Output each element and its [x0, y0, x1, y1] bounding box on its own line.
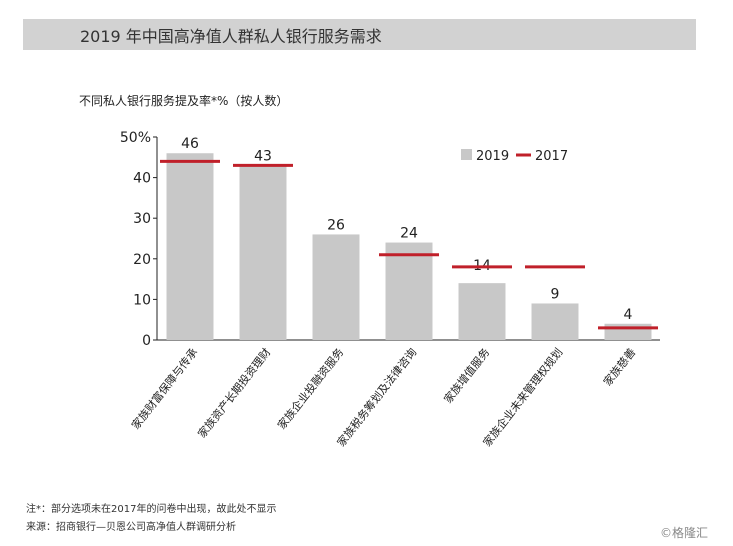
x-category-label: 家族企业投融资服务 — [274, 345, 346, 432]
bar-value-label: 43 — [254, 148, 272, 164]
x-category-label: 家族增值服务 — [441, 345, 493, 406]
chart-subtitle: 不同私人银行服务提及率*%（按人数） — [79, 94, 289, 108]
x-category-label: 家族财富保障与传承 — [128, 345, 200, 432]
bar-value-label: 26 — [327, 217, 345, 233]
title-bar: 2019 年中国高净值人群私人银行服务需求 — [23, 19, 696, 50]
bar-value-label: 46 — [181, 136, 199, 152]
y-tick-label: 0 — [142, 333, 151, 349]
bar-value-label: 24 — [400, 226, 418, 242]
bar-2019 — [531, 303, 579, 340]
source-note: 来源：招商银行—贝恩公司高净值人群调研分析 — [26, 522, 236, 533]
x-category-label: 家族慈善 — [600, 345, 638, 388]
bar-2019 — [239, 165, 287, 340]
bar-value-label: 9 — [551, 286, 560, 302]
bar-2019 — [458, 283, 506, 340]
chart-title: 2019 年中国高净值人群私人银行服务需求 — [80, 27, 382, 46]
legend-label-2019: 2019 — [476, 149, 509, 164]
footnote: 注*：部分选项未在2017年的问卷中出现，故此处不显示 — [26, 504, 277, 515]
legend-swatch-2019 — [461, 149, 472, 160]
watermark: ©格隆汇 — [660, 526, 709, 540]
x-category-label: 家族税务筹划及法律咨询 — [334, 345, 420, 449]
x-category-label: 家族资产长期投资理财 — [195, 345, 274, 440]
y-tick-label: 20 — [133, 252, 151, 268]
y-tick-label: 50% — [120, 130, 151, 146]
bar-2019 — [604, 323, 652, 340]
bar-2019 — [312, 234, 360, 340]
y-tick-label: 30 — [133, 211, 151, 227]
y-tick-label: 10 — [133, 292, 151, 308]
bar-value-label: 4 — [624, 307, 633, 323]
bar-2019 — [385, 242, 433, 340]
legend-label-2017: 2017 — [535, 149, 568, 164]
x-category-label: 家族企业未来管理权规划 — [480, 345, 566, 449]
bar-2019 — [166, 153, 214, 340]
y-tick-label: 40 — [133, 171, 151, 187]
